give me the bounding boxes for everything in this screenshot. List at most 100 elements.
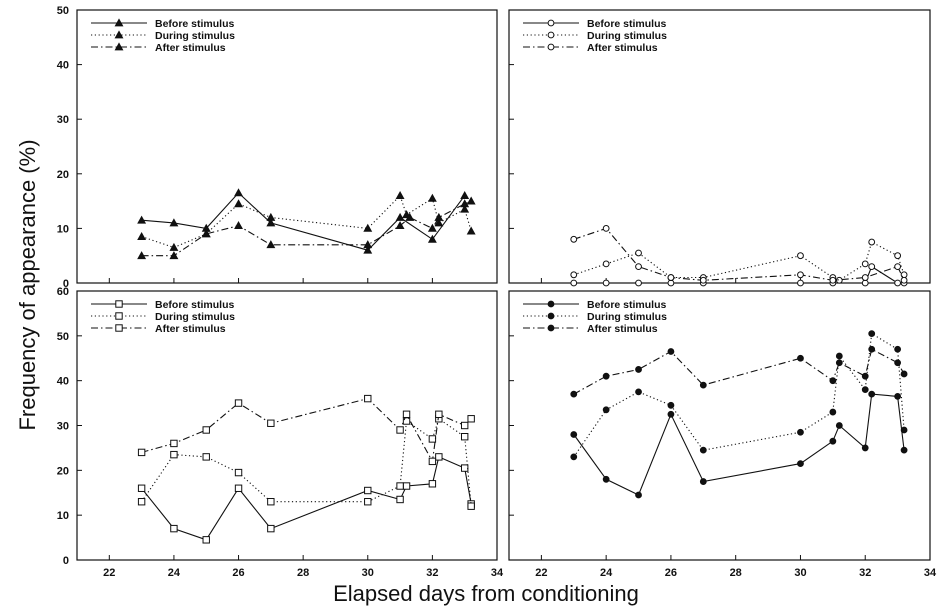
series-solid: [137, 188, 470, 254]
data-point: [900, 370, 908, 378]
data-point: [460, 204, 470, 213]
data-point: [635, 366, 642, 373]
data-point: [466, 196, 476, 205]
legend-marker: [547, 324, 555, 332]
data-point: [428, 480, 437, 488]
data-point: [170, 450, 178, 459]
data-point: [635, 388, 642, 396]
data-point: [234, 199, 243, 208]
legend-marker: [114, 42, 124, 51]
data-point: [602, 406, 610, 414]
data-point: [363, 240, 373, 249]
series-dashdot: [570, 345, 908, 398]
data-point: [868, 263, 876, 271]
legend-marker: [547, 31, 555, 39]
data-point: [602, 225, 610, 232]
data-point: [894, 279, 902, 287]
x-tick-label: 26: [665, 567, 677, 579]
data-point: [829, 437, 837, 445]
data-point: [829, 408, 837, 416]
series-dashdot: [570, 225, 908, 284]
series-line: [141, 194, 472, 249]
data-point: [829, 377, 837, 385]
data-point: [900, 446, 908, 454]
data-point: [137, 231, 147, 240]
series-dotted: [137, 415, 475, 510]
data-point: [861, 444, 869, 452]
legend-marker: [115, 312, 123, 320]
x-tick-label: 30: [362, 567, 374, 579]
data-point: [570, 279, 578, 287]
data-point: [467, 415, 475, 423]
x-tick-label: 32: [859, 567, 871, 579]
data-point: [266, 212, 276, 221]
data-point: [699, 381, 707, 389]
y-tick-label: 40: [57, 60, 69, 72]
data-point: [266, 240, 276, 249]
series-line: [573, 332, 905, 458]
y-tick-label: 40: [57, 376, 69, 388]
legend-label: During stimulus: [155, 311, 235, 323]
legend-marker: [114, 30, 124, 39]
legend-label: After stimulus: [587, 42, 658, 54]
data-point: [234, 188, 243, 197]
data-point: [137, 484, 146, 492]
data-point: [428, 457, 437, 466]
data-point: [396, 495, 404, 504]
panel-bottom-left: 22 24 26 28 30 32 34 0 10 20 30 40 50 60 Before stimul…: [57, 286, 504, 579]
data-point: [395, 212, 405, 221]
x-axis-label: Elapsed days from conditioning: [333, 581, 639, 606]
data-point: [395, 221, 405, 230]
data-point: [169, 251, 179, 260]
data-point: [570, 235, 578, 243]
data-point: [868, 330, 876, 337]
y-tick-label: 0: [63, 278, 69, 290]
data-point: [137, 498, 146, 506]
y-tick-label: 60: [57, 286, 69, 298]
data-point: [894, 359, 902, 367]
data-point: [797, 271, 804, 279]
data-point: [835, 422, 843, 429]
data-point: [602, 260, 610, 268]
data-point: [434, 212, 444, 221]
data-point: [900, 426, 908, 434]
data-point: [602, 475, 610, 483]
y-tick-label: 50: [57, 5, 69, 17]
data-point: [861, 279, 869, 287]
data-point: [868, 238, 876, 246]
data-point: [234, 399, 243, 407]
data-point: [435, 453, 443, 461]
series-dotted: [137, 191, 476, 251]
y-tick-label: 20: [57, 169, 69, 181]
data-point: [402, 410, 411, 418]
legend-marker: [115, 300, 123, 308]
data-point: [797, 279, 804, 287]
data-point: [570, 453, 578, 461]
data-point: [900, 276, 908, 284]
data-point: [797, 428, 804, 436]
data-point: [435, 410, 443, 418]
data-point: [428, 435, 437, 443]
data-point: [699, 478, 707, 485]
series-line: [573, 393, 905, 496]
data-point: [635, 279, 642, 287]
data-point: [570, 390, 578, 398]
data-point: [202, 426, 210, 434]
plot-frame: [76, 290, 498, 561]
legend-label: Before stimulus: [155, 299, 235, 311]
plot-frame: [508, 290, 931, 561]
data-point: [797, 354, 804, 362]
legend-marker: [115, 324, 123, 332]
x-tick-label: 24: [600, 567, 613, 579]
x-tick-label: 32: [426, 567, 438, 579]
data-point: [699, 276, 707, 284]
y-tick-label: 30: [57, 421, 69, 433]
data-point: [202, 536, 210, 544]
data-point: [460, 199, 470, 208]
x-tick-label: 26: [232, 567, 244, 579]
data-point: [699, 446, 707, 454]
data-point: [835, 359, 843, 367]
